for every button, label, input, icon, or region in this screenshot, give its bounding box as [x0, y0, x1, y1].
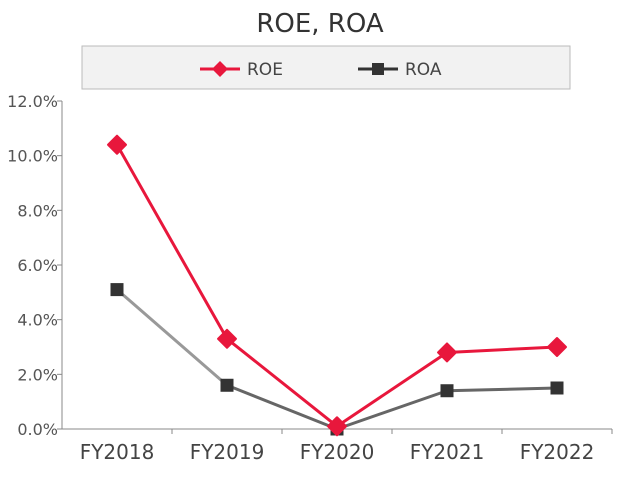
roa-segment	[225, 383, 339, 431]
y-tick-label: 2.0%	[17, 365, 58, 384]
y-tick-labels: 0.0% 2.0% 4.0% 6.0% 8.0% 10.0% 12.0%	[7, 92, 58, 439]
x-tick-label: FY2018	[80, 440, 155, 464]
roa-point	[550, 381, 564, 395]
roe-point	[437, 342, 457, 363]
x-tick-label: FY2019	[190, 440, 265, 464]
series-layer	[107, 134, 567, 437]
roe-point	[107, 134, 127, 155]
legend: ROE ROA	[81, 45, 571, 90]
series-roa	[110, 283, 564, 436]
x-tick-label: FY2021	[410, 440, 485, 464]
y-tick-label: 8.0%	[17, 201, 58, 220]
roe-segment	[335, 350, 449, 428]
roa-segment	[115, 288, 229, 387]
roe-point	[327, 416, 347, 437]
y-tick-label: 0.0%	[17, 420, 58, 439]
roa-segment	[445, 386, 559, 393]
roe-point	[547, 337, 567, 357]
y-tick-label: 12.0%	[7, 92, 58, 111]
series-roe	[107, 134, 567, 437]
legend-box	[81, 45, 571, 90]
roe-segment	[115, 143, 229, 341]
roa-point	[440, 384, 454, 398]
legend-item-roe: ROE	[200, 60, 283, 80]
roe-point	[217, 328, 237, 349]
axes	[57, 100, 613, 434]
legend-roe-label: ROE	[247, 60, 283, 80]
y-tick-label: 6.0%	[17, 256, 58, 275]
roe-segment	[225, 337, 339, 428]
y-tick-label: 4.0%	[17, 311, 58, 330]
roe-segment	[445, 345, 559, 354]
x-tick-labels: FY2018 FY2019 FY2020 FY2021 FY2022	[80, 440, 595, 464]
legend-roa-label: ROA	[405, 60, 442, 80]
y-tick-label: 10.0%	[7, 147, 58, 166]
roa-point	[110, 283, 124, 297]
legend-item-roa: ROA	[358, 60, 442, 80]
chart-title: ROE, ROA	[256, 9, 384, 39]
legend-roa-marker	[372, 63, 384, 75]
roa-segment	[335, 389, 449, 431]
legend-roe-marker	[212, 61, 228, 77]
x-tick-label: FY2022	[520, 440, 595, 464]
roa-point	[220, 378, 234, 392]
x-tick-label: FY2020	[300, 440, 375, 464]
